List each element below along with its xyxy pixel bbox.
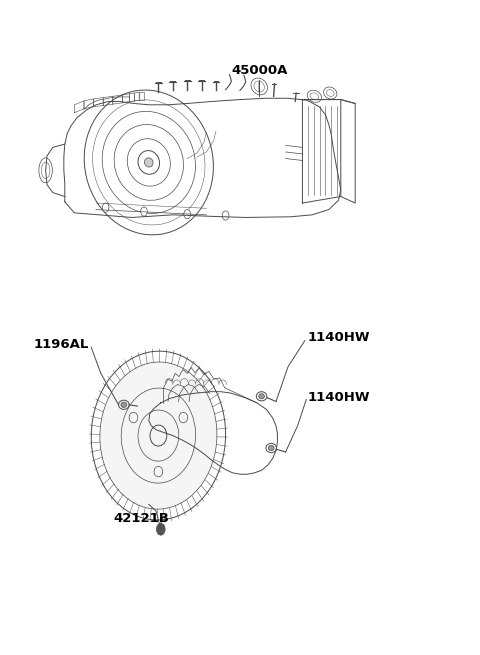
Circle shape [166, 400, 170, 405]
Circle shape [222, 211, 229, 220]
Ellipse shape [100, 362, 217, 509]
Circle shape [156, 523, 165, 535]
Ellipse shape [259, 394, 264, 399]
Circle shape [141, 207, 147, 216]
Circle shape [177, 400, 180, 405]
Text: 1140HW: 1140HW [307, 331, 370, 344]
Text: 45000A: 45000A [231, 64, 288, 77]
Text: 42121B: 42121B [114, 512, 169, 525]
Ellipse shape [144, 158, 153, 167]
Ellipse shape [121, 402, 127, 407]
Circle shape [184, 210, 191, 219]
Text: 1140HW: 1140HW [307, 391, 370, 404]
Text: 1196AL: 1196AL [34, 338, 89, 351]
Circle shape [102, 203, 109, 212]
Ellipse shape [268, 445, 274, 451]
Circle shape [187, 400, 191, 405]
